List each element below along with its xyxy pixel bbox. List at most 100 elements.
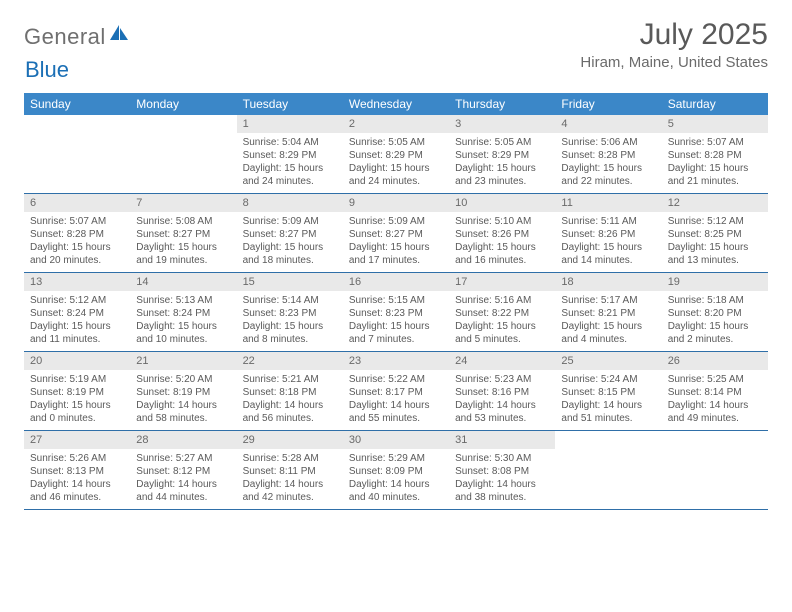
sunset-text: Sunset: 8:29 PM [243,149,337,162]
daylight-text: Daylight: 14 hours [136,399,230,412]
calendar-cell: 13Sunrise: 5:12 AMSunset: 8:24 PMDayligh… [24,273,130,351]
title-block: July 2025 Hiram, Maine, United States [580,18,768,71]
sunrise-text: Sunrise: 5:29 AM [349,452,443,465]
sunset-text: Sunset: 8:18 PM [243,386,337,399]
day-of-week-header: SundayMondayTuesdayWednesdayThursdayFrid… [24,93,768,115]
day-number: 9 [343,194,449,212]
daylight-text: and 11 minutes. [30,333,124,346]
daylight-text: and 17 minutes. [349,254,443,267]
daylight-text: Daylight: 15 hours [243,241,337,254]
logo-sail-icon [110,25,130,46]
sunrise-text: Sunrise: 5:21 AM [243,373,337,386]
day-number: 20 [24,352,130,370]
daylight-text: and 7 minutes. [349,333,443,346]
day-body: Sunrise: 5:12 AMSunset: 8:25 PMDaylight:… [662,212,768,271]
daylight-text: Daylight: 15 hours [349,320,443,333]
sunrise-text: Sunrise: 5:22 AM [349,373,443,386]
daylight-text: Daylight: 15 hours [668,320,762,333]
sunset-text: Sunset: 8:09 PM [349,465,443,478]
sunset-text: Sunset: 8:29 PM [349,149,443,162]
daylight-text: Daylight: 15 hours [455,162,549,175]
daylight-text: and 21 minutes. [668,175,762,188]
sunrise-text: Sunrise: 5:25 AM [668,373,762,386]
daylight-text: Daylight: 14 hours [349,478,443,491]
daylight-text: Daylight: 15 hours [668,241,762,254]
day-body: Sunrise: 5:05 AMSunset: 8:29 PMDaylight:… [343,133,449,192]
sunrise-text: Sunrise: 5:06 AM [561,136,655,149]
calendar-cell: 25Sunrise: 5:24 AMSunset: 8:15 PMDayligh… [555,352,661,430]
sunset-text: Sunset: 8:13 PM [30,465,124,478]
day-body: Sunrise: 5:07 AMSunset: 8:28 PMDaylight:… [662,133,768,192]
week-row: 6Sunrise: 5:07 AMSunset: 8:28 PMDaylight… [24,194,768,273]
daylight-text: Daylight: 15 hours [243,320,337,333]
day-number [662,431,768,449]
sunrise-text: Sunrise: 5:19 AM [30,373,124,386]
week-row: 27Sunrise: 5:26 AMSunset: 8:13 PMDayligh… [24,431,768,510]
day-body: Sunrise: 5:25 AMSunset: 8:14 PMDaylight:… [662,370,768,429]
sunrise-text: Sunrise: 5:09 AM [349,215,443,228]
day-body: Sunrise: 5:15 AMSunset: 8:23 PMDaylight:… [343,291,449,350]
day-number: 26 [662,352,768,370]
dow-tuesday: Tuesday [237,93,343,115]
day-number: 30 [343,431,449,449]
day-number: 24 [449,352,555,370]
sunrise-text: Sunrise: 5:20 AM [136,373,230,386]
day-body: Sunrise: 5:10 AMSunset: 8:26 PMDaylight:… [449,212,555,271]
daylight-text: Daylight: 14 hours [668,399,762,412]
day-number: 8 [237,194,343,212]
calendar-cell: 1Sunrise: 5:04 AMSunset: 8:29 PMDaylight… [237,115,343,193]
calendar-cell: 2Sunrise: 5:05 AMSunset: 8:29 PMDaylight… [343,115,449,193]
calendar-cell: 15Sunrise: 5:14 AMSunset: 8:23 PMDayligh… [237,273,343,351]
sunset-text: Sunset: 8:08 PM [455,465,549,478]
calendar-cell: 19Sunrise: 5:18 AMSunset: 8:20 PMDayligh… [662,273,768,351]
daylight-text: Daylight: 14 hours [30,478,124,491]
dow-friday: Friday [555,93,661,115]
day-number: 12 [662,194,768,212]
daylight-text: and 53 minutes. [455,412,549,425]
calendar-cell: 4Sunrise: 5:06 AMSunset: 8:28 PMDaylight… [555,115,661,193]
daylight-text: and 24 minutes. [243,175,337,188]
calendar-cell: 31Sunrise: 5:30 AMSunset: 8:08 PMDayligh… [449,431,555,509]
calendar-cell: 17Sunrise: 5:16 AMSunset: 8:22 PMDayligh… [449,273,555,351]
daylight-text: Daylight: 15 hours [243,162,337,175]
daylight-text: Daylight: 15 hours [349,162,443,175]
sunrise-text: Sunrise: 5:15 AM [349,294,443,307]
sunset-text: Sunset: 8:19 PM [136,386,230,399]
calendar-cell-empty [662,431,768,509]
day-number: 15 [237,273,343,291]
day-number: 28 [130,431,236,449]
day-body: Sunrise: 5:27 AMSunset: 8:12 PMDaylight:… [130,449,236,508]
day-body: Sunrise: 5:11 AMSunset: 8:26 PMDaylight:… [555,212,661,271]
day-number [130,115,236,133]
daylight-text: Daylight: 14 hours [136,478,230,491]
day-number: 29 [237,431,343,449]
sunset-text: Sunset: 8:20 PM [668,307,762,320]
daylight-text: Daylight: 15 hours [30,399,124,412]
sunrise-text: Sunrise: 5:07 AM [668,136,762,149]
day-number: 14 [130,273,236,291]
daylight-text: and 8 minutes. [243,333,337,346]
day-number: 10 [449,194,555,212]
day-body: Sunrise: 5:16 AMSunset: 8:22 PMDaylight:… [449,291,555,350]
day-body: Sunrise: 5:05 AMSunset: 8:29 PMDaylight:… [449,133,555,192]
day-body: Sunrise: 5:04 AMSunset: 8:29 PMDaylight:… [237,133,343,192]
day-body: Sunrise: 5:19 AMSunset: 8:19 PMDaylight:… [24,370,130,429]
day-body: Sunrise: 5:28 AMSunset: 8:11 PMDaylight:… [237,449,343,508]
week-row: 1Sunrise: 5:04 AMSunset: 8:29 PMDaylight… [24,115,768,194]
calendar-cell: 28Sunrise: 5:27 AMSunset: 8:12 PMDayligh… [130,431,236,509]
daylight-text: and 51 minutes. [561,412,655,425]
week-row: 20Sunrise: 5:19 AMSunset: 8:19 PMDayligh… [24,352,768,431]
sunset-text: Sunset: 8:28 PM [668,149,762,162]
sunset-text: Sunset: 8:27 PM [243,228,337,241]
sunset-text: Sunset: 8:11 PM [243,465,337,478]
daylight-text: and 20 minutes. [30,254,124,267]
calendar-cell: 16Sunrise: 5:15 AMSunset: 8:23 PMDayligh… [343,273,449,351]
day-number: 11 [555,194,661,212]
sunset-text: Sunset: 8:19 PM [30,386,124,399]
daylight-text: and 40 minutes. [349,491,443,504]
sunset-text: Sunset: 8:28 PM [30,228,124,241]
calendar-cell: 6Sunrise: 5:07 AMSunset: 8:28 PMDaylight… [24,194,130,272]
day-number: 22 [237,352,343,370]
sunset-text: Sunset: 8:14 PM [668,386,762,399]
sunrise-text: Sunrise: 5:16 AM [455,294,549,307]
